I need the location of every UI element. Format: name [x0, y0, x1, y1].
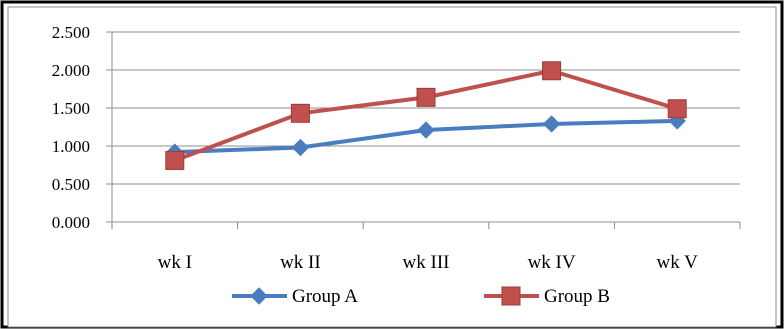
x-tick-label: wk III — [403, 252, 450, 273]
legend-label: Group A — [292, 286, 358, 307]
y-tick-label: 2.500 — [52, 23, 90, 42]
axes: 0.000 0.500 1.000 1.500 2.000 2.500 wk I wk II w… — [52, 23, 741, 273]
x-tick-label: wk II — [280, 252, 321, 273]
x-tick-label: wk I — [158, 252, 192, 273]
data-point-group-b — [542, 61, 562, 81]
y-tick-label: 0.000 — [52, 213, 90, 232]
legend-label: Group B — [544, 286, 610, 307]
legend: Group A Group B — [232, 286, 610, 307]
chart-area-border — [7, 6, 777, 328]
x-tick-label: wk IV — [528, 252, 576, 273]
y-tick-label: 2.000 — [52, 61, 90, 80]
data-point-group-a — [291, 138, 310, 157]
data-point-group-b — [667, 99, 687, 119]
legend-marker-group-b — [501, 286, 521, 306]
x-tick-label: wk V — [657, 252, 699, 273]
data-point-group-b — [416, 87, 436, 107]
y-tick-label: 1.500 — [52, 99, 90, 118]
data-point-group-a — [417, 121, 435, 139]
legend-marker-group-a — [250, 287, 268, 305]
data-point-group-b — [165, 150, 185, 170]
y-tick-label: 1.000 — [52, 137, 90, 156]
series-layer — [165, 61, 687, 170]
data-point-group-a — [542, 115, 561, 133]
y-tick-label: 0.500 — [52, 175, 90, 194]
data-point-group-b — [290, 103, 310, 123]
